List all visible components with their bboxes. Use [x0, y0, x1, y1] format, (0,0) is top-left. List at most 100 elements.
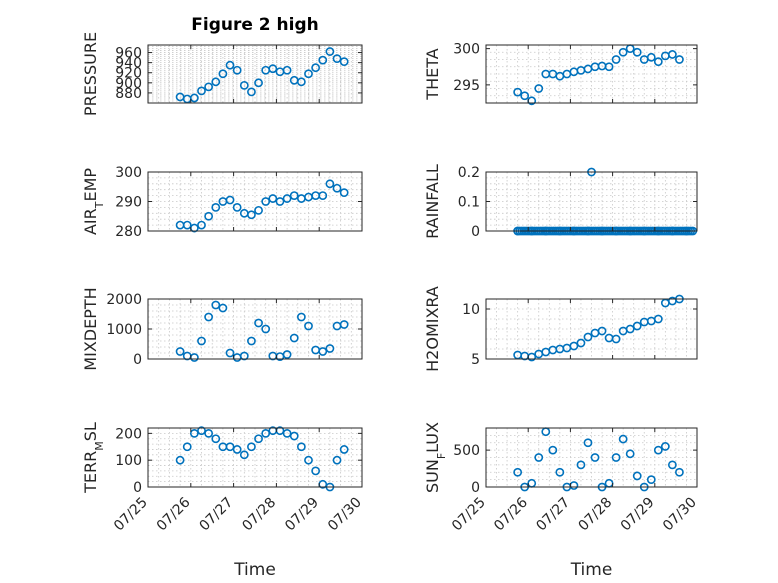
y-tick-label: 940 — [115, 56, 142, 72]
data-point — [232, 202, 242, 212]
y-tick-label: 200 — [115, 426, 142, 442]
y-axis-label: MIXDEPTH — [81, 287, 100, 370]
x-tick-label: 07/27 — [197, 495, 237, 535]
x-tick-label: 07/28 — [239, 495, 279, 535]
data-point — [239, 80, 249, 90]
y-tick-label: 0 — [471, 480, 480, 496]
data-point — [646, 52, 656, 62]
data-point — [218, 303, 228, 313]
data-point — [660, 442, 670, 451]
data-point — [611, 55, 621, 64]
data-point — [254, 78, 263, 88]
data-point — [513, 87, 523, 97]
y-axis-label: RAINFALL — [423, 164, 442, 239]
data-point — [211, 202, 221, 212]
y-tick-label: 880 — [115, 86, 142, 102]
data-point — [555, 467, 565, 477]
data-point — [590, 453, 600, 462]
y-axis-label: TERRMSL — [81, 422, 106, 494]
data-point — [332, 455, 342, 465]
data-point — [225, 348, 235, 358]
data-point — [318, 55, 328, 65]
data-point — [289, 333, 299, 343]
y-tick-label: 900 — [115, 76, 142, 92]
y-tick-label: 300 — [115, 165, 142, 181]
y-tick-label: 10 — [462, 302, 480, 318]
data-point — [325, 344, 335, 353]
y-tick-label: 920 — [115, 66, 142, 82]
data-point — [175, 455, 185, 465]
data-point — [197, 86, 206, 96]
data-point — [211, 300, 221, 310]
data-point — [247, 336, 256, 346]
y-tick-label: 0.2 — [458, 165, 480, 181]
data-point — [325, 47, 335, 56]
data-point — [653, 57, 663, 67]
data-point — [218, 69, 228, 79]
data-point — [618, 434, 628, 444]
y-axis-label: PRESSURE — [81, 32, 100, 116]
data-point — [296, 312, 306, 322]
x-tick-label: 07/26 — [154, 494, 194, 534]
data-point — [576, 338, 586, 348]
data-point — [197, 220, 206, 230]
data-point — [611, 453, 621, 462]
data-point — [569, 341, 579, 351]
data-point — [339, 320, 349, 329]
data-point — [534, 453, 544, 462]
subplot-theta: 295 300 THETA — [423, 42, 698, 106]
data-point — [261, 428, 271, 438]
data-point — [548, 445, 558, 455]
y-tick-label: 290 — [115, 195, 142, 211]
data-point — [339, 445, 349, 454]
y-axis-label: AIRTEMP — [81, 168, 106, 235]
data-point — [289, 431, 299, 441]
chart-title: Figure 2 high — [191, 15, 319, 35]
data-point — [611, 334, 621, 344]
axes-box — [147, 427, 363, 488]
y-tick-label: 960 — [115, 46, 142, 62]
data-point — [646, 475, 656, 485]
data-point — [225, 442, 235, 452]
data-point — [204, 428, 214, 438]
y-axis-label: H2OMIXRA — [423, 286, 442, 372]
y-tick-label: 500 — [453, 443, 480, 459]
x-tick-label: 07/29 — [618, 495, 658, 535]
subplot-rainfall: 0 0.1 0.2 RAINFALL — [423, 164, 698, 240]
data-point — [282, 428, 292, 438]
data-point — [332, 183, 342, 193]
data-point — [289, 191, 299, 200]
y-tick-label: 2000 — [106, 292, 142, 308]
data-point — [576, 460, 586, 470]
x-tick-label: 07/29 — [282, 495, 322, 535]
axes-box — [147, 44, 363, 104]
data-point — [239, 351, 249, 361]
y-tick-label: 100 — [115, 453, 142, 469]
data-point — [604, 62, 614, 72]
x-tick-label: 07/30 — [325, 495, 365, 535]
axes-box — [485, 44, 698, 104]
y-tick-label: 0 — [133, 480, 142, 496]
data-point — [268, 194, 278, 203]
data-point — [225, 195, 235, 205]
data-point — [632, 321, 642, 331]
y-axis-label: SUNFLUX — [423, 422, 448, 493]
y-tick-label: 280 — [115, 224, 142, 240]
data-point — [204, 82, 214, 92]
data-point — [247, 442, 256, 452]
data-point — [597, 326, 607, 336]
data-point — [261, 197, 271, 206]
data-point — [182, 442, 192, 452]
x-tick-label: 07/28 — [576, 495, 616, 535]
data-point — [534, 84, 544, 93]
data-point — [175, 347, 185, 356]
y-tick-label: 0 — [471, 224, 480, 240]
subplot-air_temp: 280 290 300 AIRTEMP — [81, 165, 363, 240]
data-point — [182, 220, 192, 230]
data-point — [225, 60, 235, 70]
axes-box — [485, 427, 698, 488]
data-point — [239, 450, 249, 460]
data-point — [311, 466, 321, 476]
